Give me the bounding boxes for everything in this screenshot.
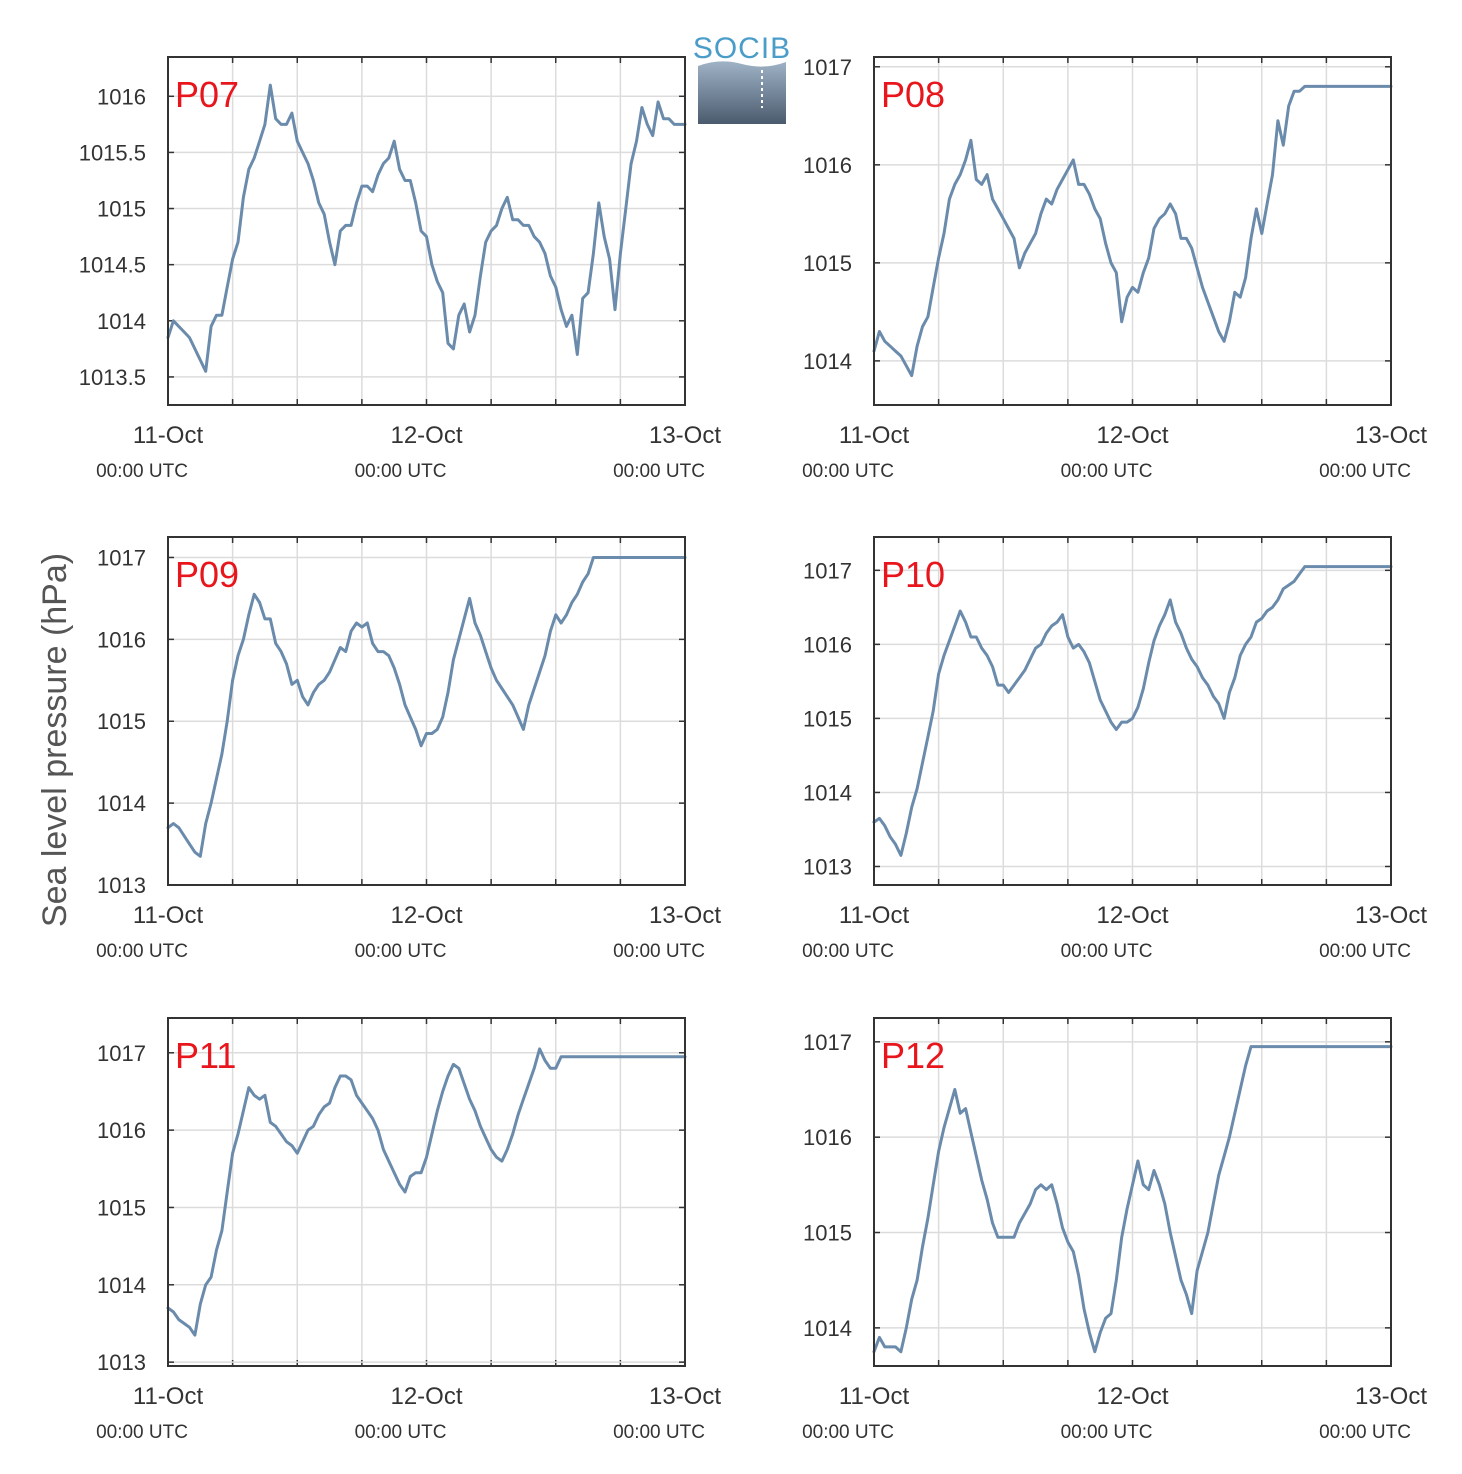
x-tick-time-label: 00:00 UTC (1319, 941, 1411, 962)
y-tick-label: 1015 (803, 251, 852, 276)
series-line-p07 (166, 83, 687, 373)
y-tick-label: 1017 (803, 558, 852, 583)
y-tick-label: 1013.5 (79, 365, 146, 390)
y-tick-label: 1016 (97, 627, 146, 652)
x-tick-time-label: 00:00 UTC (355, 941, 447, 962)
y-tick-label: 1015 (97, 709, 146, 734)
y-tick-label: 1016 (803, 632, 852, 657)
x-tick-date-label: 12-Oct (1096, 1383, 1168, 1410)
y-tick-label: 1015 (803, 1221, 852, 1246)
x-tick-date-label: 11-Oct (839, 902, 910, 929)
y-tick-label: 1013 (97, 1350, 146, 1375)
y-tick-label: 1014 (803, 780, 852, 805)
panel-p11: 1013 1014 1015 1016 1017 11-Oct 00:00 UTC 12-Oc… (96, 1017, 721, 1443)
plot-frame (167, 536, 686, 886)
x-tick-time-label: 00:00 UTC (1061, 1422, 1153, 1443)
panels: 1013.5 1014 1014.5 1015 1015.5 1016 11-Oct 00:0… (79, 55, 1428, 1443)
x-tick-time-label: 00:00 UTC (96, 941, 188, 962)
x-tick-time-label: 00:00 UTC (802, 461, 894, 482)
y-tick-label: 1013 (803, 854, 852, 879)
y-tick-label: 1017 (97, 545, 146, 570)
x-tick-time-label: 00:00 UTC (1319, 1422, 1411, 1443)
x-tick-time-label: 00:00 UTC (802, 1422, 894, 1443)
panel-label: P08 (881, 74, 945, 115)
panel-label: P10 (881, 554, 945, 595)
plot-frame (873, 536, 1392, 886)
panel-p10: 1013 1014 1015 1016 1017 11-Oct 00:00 UTC 12-Oc… (802, 536, 1427, 962)
y-tick-label: 1015 (803, 706, 852, 731)
y-tick-label: 1016 (97, 1118, 146, 1143)
x-tick-date-label: 12-Oct (390, 1383, 462, 1410)
x-tick-time-label: 00:00 UTC (96, 1422, 188, 1443)
x-tick-date-label: 13-Oct (649, 902, 721, 929)
x-tick-date-label: 11-Oct (839, 422, 910, 449)
series-line-p11 (166, 1047, 687, 1337)
x-tick-time-label: 00:00 UTC (613, 461, 705, 482)
y-tick-label: 1014 (97, 1273, 146, 1298)
x-tick-time-label: 00:00 UTC (1319, 461, 1411, 482)
series-line-p12 (872, 1045, 1393, 1354)
y-tick-label: 1014 (97, 791, 146, 816)
y-tick-label: 1014 (803, 1316, 852, 1341)
y-tick-label: 1017 (97, 1041, 146, 1066)
x-tick-date-label: 11-Oct (133, 1383, 204, 1410)
x-tick-date-label: 12-Oct (1096, 422, 1168, 449)
x-tick-date-label: 13-Oct (649, 422, 721, 449)
y-tick-label: 1017 (803, 1030, 852, 1055)
series-line-p08 (872, 84, 1393, 378)
y-tick-label: 1017 (803, 55, 852, 80)
panel-label: P09 (175, 554, 239, 595)
plot-frame (873, 56, 1392, 406)
y-tick-label: 1015 (97, 197, 146, 222)
y-tick-label: 1016 (803, 153, 852, 178)
panel-label: P11 (175, 1035, 236, 1076)
panel-p08: 1014 1015 1016 1017 11-Oct 00:00 UTC 12-Oct 00:… (802, 55, 1427, 482)
y-tick-label: 1014 (803, 349, 852, 374)
plot-frame (873, 1017, 1392, 1367)
x-tick-date-label: 13-Oct (649, 1383, 721, 1410)
x-tick-date-label: 12-Oct (390, 422, 462, 449)
panel-label: P12 (881, 1035, 945, 1076)
logo-text: SOCIB (693, 32, 791, 65)
x-tick-time-label: 00:00 UTC (355, 1422, 447, 1443)
panel-p07: 1013.5 1014 1014.5 1015 1015.5 1016 11-Oct 00:0… (79, 56, 721, 482)
x-tick-time-label: 00:00 UTC (1061, 941, 1153, 962)
x-tick-time-label: 00:00 UTC (613, 941, 705, 962)
plot-frame (167, 1017, 686, 1367)
plot-frame (167, 56, 686, 406)
series-line-p09 (166, 556, 687, 858)
y-tick-label: 1013 (97, 873, 146, 898)
y-tick-label: 1014 (97, 309, 146, 334)
x-tick-date-label: 11-Oct (839, 1383, 910, 1410)
panel-label: P07 (175, 74, 239, 115)
socib-logo: SOCIB (693, 32, 791, 124)
x-tick-date-label: 11-Oct (133, 422, 204, 449)
x-tick-date-label: 12-Oct (1096, 902, 1168, 929)
y-tick-label: 1016 (803, 1125, 852, 1150)
x-tick-time-label: 00:00 UTC (96, 461, 188, 482)
y-tick-label: 1015.5 (79, 140, 146, 165)
x-tick-time-label: 00:00 UTC (355, 461, 447, 482)
panel-p09: 1013 1014 1015 1016 1017 11-Oct 00:00 UTC 12-Oc… (96, 536, 721, 962)
x-tick-time-label: 00:00 UTC (1061, 461, 1153, 482)
y-axis-label: Sea level pressure (hPa) (36, 553, 74, 927)
x-tick-date-label: 11-Oct (133, 902, 204, 929)
y-tick-label: 1014.5 (79, 253, 146, 278)
x-tick-date-label: 13-Oct (1355, 422, 1427, 449)
logo-wave (698, 61, 786, 124)
series-line-p10 (872, 565, 1393, 857)
y-tick-label: 1016 (97, 84, 146, 109)
y-tick-label: 1015 (97, 1195, 146, 1220)
x-tick-time-label: 00:00 UTC (802, 941, 894, 962)
x-tick-time-label: 00:00 UTC (613, 1422, 705, 1443)
x-tick-date-label: 13-Oct (1355, 902, 1427, 929)
x-tick-date-label: 13-Oct (1355, 1383, 1427, 1410)
x-tick-date-label: 12-Oct (390, 902, 462, 929)
panel-p12: 1014 1015 1016 1017 11-Oct 00:00 UTC 12-Oct 00:… (802, 1017, 1427, 1443)
